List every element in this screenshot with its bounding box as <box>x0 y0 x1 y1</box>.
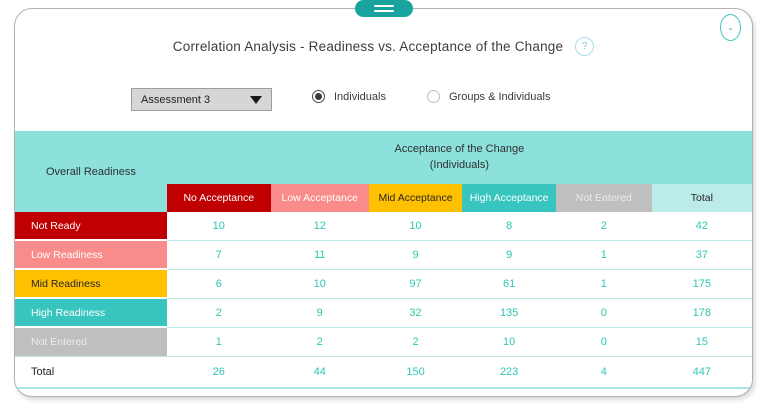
table-cell: 2 <box>555 212 652 241</box>
col-header-mid-acceptance: Mid Acceptance <box>368 184 463 212</box>
table-cell-total: 44 <box>270 357 369 389</box>
table-cell: 37 <box>651 241 752 270</box>
row-label-not-ready: Not Ready <box>15 212 167 241</box>
table-cell: 1 <box>166 328 271 357</box>
col-header-total: Total <box>651 184 752 212</box>
radio-unselected-icon <box>426 90 440 103</box>
table-cell: 2 <box>270 328 369 357</box>
table-cell: 2 <box>166 299 271 328</box>
menu-icon <box>374 5 394 7</box>
table-cell: 61 <box>462 270 556 299</box>
row-label-not-entered: Not Entered <box>15 328 167 357</box>
table-cell: 32 <box>368 299 463 328</box>
radio-selected-icon <box>312 90 325 103</box>
table-cell: 97 <box>368 270 463 299</box>
column-group-subtitle: (Individuals) <box>429 158 490 171</box>
row-label-mid-readiness: Mid Readiness <box>15 270 167 299</box>
help-icon[interactable]: ? <box>575 37 595 56</box>
table-cell: 1 <box>555 270 652 299</box>
table-cell-total: 447 <box>651 357 752 389</box>
radio-groups-individuals-label: Groups & Individuals <box>448 90 551 103</box>
table-cell: 9 <box>270 299 369 328</box>
page-title: Correlation Analysis - Readiness vs. Acc… <box>172 39 564 54</box>
row-label-low-readiness: Low Readiness <box>15 241 167 270</box>
minimize-button[interactable]: - <box>720 14 741 41</box>
radio-groups-individuals[interactable]: Groups & Individuals <box>426 90 551 103</box>
table-cell: 10 <box>462 328 556 357</box>
controls-row: Assessment 3 Individuals Groups & Indivi… <box>15 88 752 112</box>
population-radio-group: Individuals Groups & Individuals <box>312 90 550 103</box>
radio-individuals[interactable]: Individuals <box>312 90 386 103</box>
table-cell: 15 <box>651 328 752 357</box>
table-cell: 9 <box>462 241 556 270</box>
row-label-total: Total <box>15 357 167 389</box>
col-header-low-acceptance: Low Acceptance <box>270 184 369 212</box>
assessment-dropdown[interactable]: Assessment 3 <box>131 88 272 111</box>
column-group-title: Acceptance of the Change <box>394 142 525 155</box>
col-header-not-entered: Not Entered <box>555 184 652 212</box>
table-cell: 2 <box>368 328 463 357</box>
table-cell: 7 <box>166 241 271 270</box>
table-cell: 6 <box>166 270 271 299</box>
chevron-down-icon <box>250 95 262 104</box>
table-cell: 10 <box>368 212 463 241</box>
menu-button[interactable] <box>355 0 413 17</box>
row-label-high-readiness: High Readiness <box>15 299 167 328</box>
table-cell: 11 <box>270 241 369 270</box>
title-row: Correlation Analysis - Readiness vs. Acc… <box>15 37 752 56</box>
table-cell-total: 4 <box>555 357 652 389</box>
table-cell: 0 <box>555 328 652 357</box>
correlation-table: Overall Readiness Acceptance of the Chan… <box>15 131 752 389</box>
table-cell: 10 <box>166 212 271 241</box>
radio-individuals-label: Individuals <box>334 90 386 103</box>
column-group-header: Acceptance of the Change (Individuals) <box>166 131 752 184</box>
assessment-dropdown-value: Assessment 3 <box>141 93 211 106</box>
table-cell: 0 <box>555 299 652 328</box>
table-cell: 9 <box>368 241 463 270</box>
table-cell: 178 <box>651 299 752 328</box>
col-header-no-acceptance: No Acceptance <box>166 184 271 212</box>
col-header-high-acceptance: High Acceptance <box>462 184 556 212</box>
table-cell-total: 150 <box>368 357 463 389</box>
table-cell: 42 <box>651 212 752 241</box>
table-cell: 8 <box>462 212 556 241</box>
table-cell: 10 <box>270 270 369 299</box>
table-cell-total: 223 <box>462 357 556 389</box>
table-cell: 135 <box>462 299 556 328</box>
table-cell: 12 <box>270 212 369 241</box>
table-cell: 175 <box>651 270 752 299</box>
menu-icon <box>374 10 394 12</box>
report-card: - Correlation Analysis - Readiness vs. A… <box>14 8 753 397</box>
table-cell: 1 <box>555 241 652 270</box>
table-cell-total: 26 <box>166 357 271 389</box>
row-header-title: Overall Readiness <box>15 131 167 212</box>
